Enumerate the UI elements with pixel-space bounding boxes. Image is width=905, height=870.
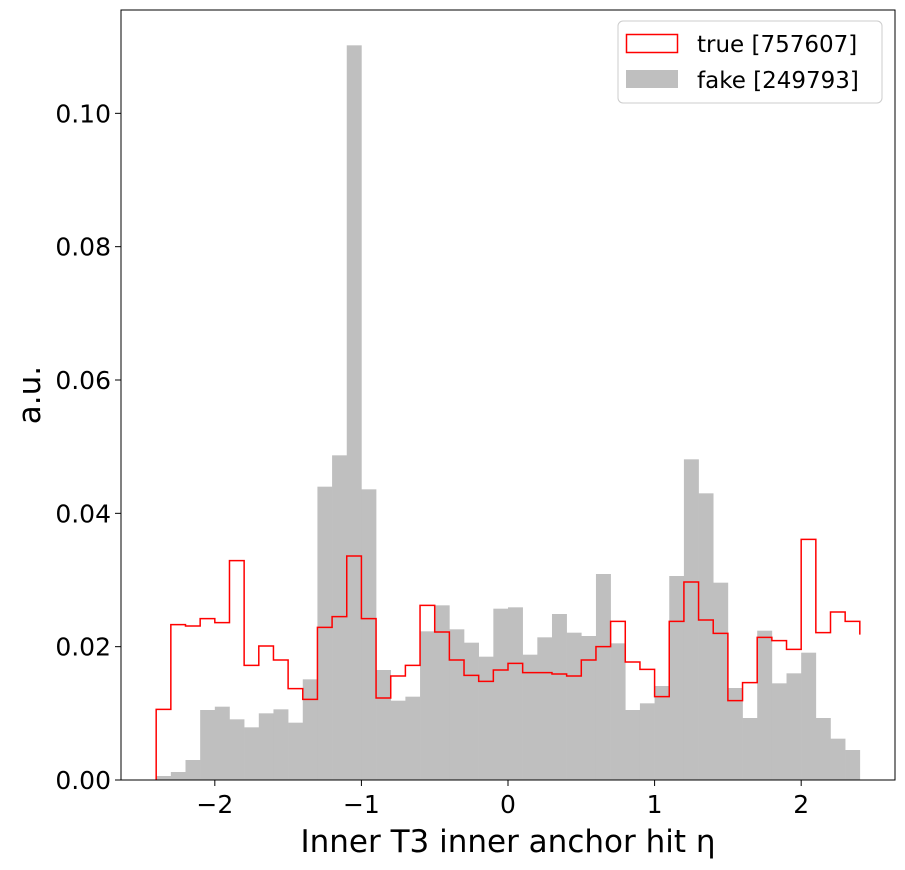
x-tick-label: −2 [196,790,233,819]
fake-bar [258,713,274,780]
y-tick-label: 0.08 [55,233,111,262]
y-axis-label: a.u. [12,366,48,424]
fake-bar [845,750,861,780]
fake-bar [302,679,318,780]
x-tick-label: 1 [647,790,663,819]
fake-bar [185,760,201,780]
fake-bar [771,683,787,780]
fake-bar [551,614,567,780]
fake-bar [405,696,421,780]
fake-bar [229,719,245,780]
fake-bar [376,670,392,780]
legend-frame [617,20,883,104]
x-axis-label: Inner T3 inner anchor hit η [300,824,715,860]
fake-bar [801,652,817,780]
fake-bar [669,576,685,780]
fake-bar [508,607,523,780]
legend: true [757607] fake [249793] [617,20,883,104]
true-step-line [155,538,861,780]
fake-bar [683,459,699,780]
y-tick-label: 0.00 [55,766,111,795]
fake-bar [713,582,729,780]
fake-bar [200,710,216,780]
fake-bar [317,486,333,780]
fake-bar [566,632,582,780]
x-tick-label: −1 [343,790,380,819]
legend-label-fake: fake [249793] [697,68,859,94]
fake-bar [214,706,230,780]
fake-bar [493,608,509,780]
legend-swatch-fake [626,70,678,88]
fake-bar [464,642,479,780]
fake-bar [156,776,172,780]
fake-bar [698,493,714,780]
y-tick-label: 0.04 [55,499,111,528]
y-tick-label: 0.06 [55,366,111,395]
y-tick-label: 0.10 [55,99,111,128]
x-tick-label: 2 [793,790,809,819]
fake-bar [288,722,304,780]
fake-bar [830,738,846,780]
y-tick-label: 0.02 [55,633,111,662]
fake-bar [537,637,553,780]
plot-area [120,9,896,781]
fake-bar [581,636,597,780]
fake-bar [332,455,348,780]
fake-bar [478,656,494,780]
fake-bar [727,688,743,780]
legend-label-true: true [757607] [697,32,857,58]
fake-bar [610,643,626,780]
fake-bar [639,703,655,780]
fake-bar [390,700,406,780]
fake-bar [449,629,465,780]
fake-bar [434,605,450,780]
legend-swatch-true [625,33,679,54]
fake-bar [346,45,362,781]
fake-bar [786,673,802,780]
fake-bar [244,727,260,780]
fake-bar [273,709,289,780]
fake-bar [522,654,538,780]
fake-bar [170,772,186,780]
y-axis-ticks: 0.00 0.02 0.04 0.06 0.08 0.10 [55,99,121,795]
fake-bar [815,718,831,780]
x-axis-ticks: −2 −1 0 1 2 [196,780,809,819]
fake-bar [361,489,377,780]
fake-bar [742,718,758,780]
fake-bar [595,574,611,780]
fake-bar [757,630,773,780]
fake-bar [420,631,436,780]
fake-bar [654,686,670,780]
fake-bar [625,710,641,780]
x-tick-label: 0 [500,790,516,819]
